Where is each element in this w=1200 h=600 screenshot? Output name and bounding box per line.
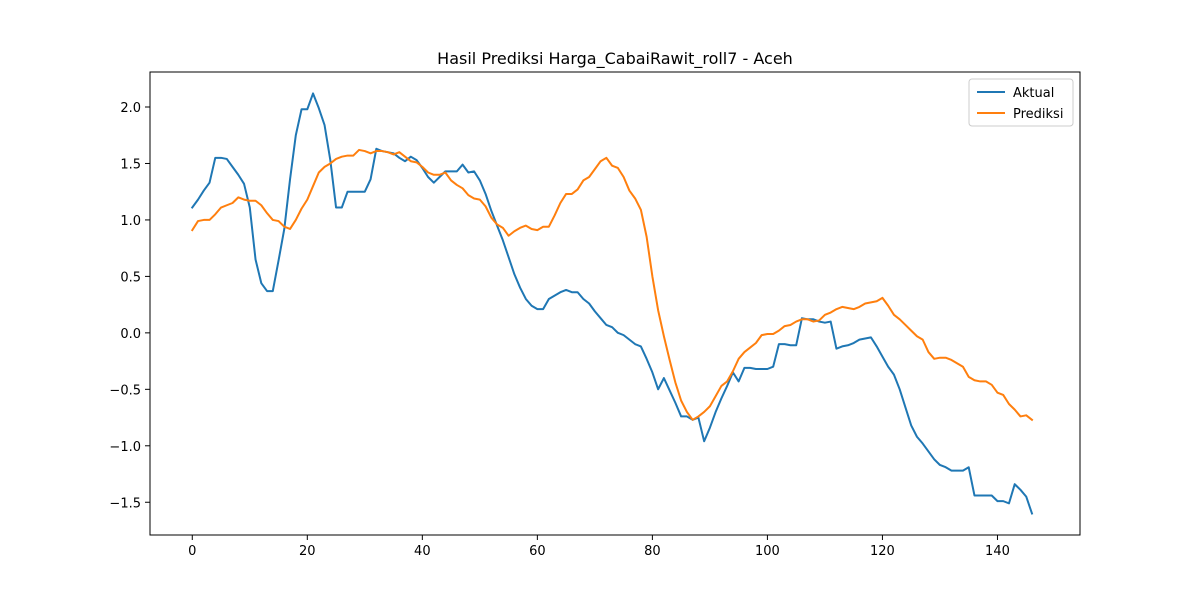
y-tick-label: 2.0	[120, 101, 141, 116]
chart-title: Hasil Prediksi Harga_CabaiRawit_roll7 - …	[437, 49, 793, 69]
x-tick-label: 80	[644, 544, 661, 559]
series-line-prediksi	[190, 148, 1034, 422]
legend-label-prediksi: Prediksi	[1013, 107, 1063, 122]
y-tick-label: −1.5	[109, 496, 141, 511]
x-tick-label: 60	[529, 544, 546, 559]
series-line-aktual	[190, 92, 1034, 515]
legend-box	[968, 78, 1074, 127]
plot-area: 0 20 40 60 80 100 120 140 −1.5 −1.0 −0.5 0.0 0.5 1.0 1…	[109, 71, 1081, 559]
x-tick-label: 100	[755, 544, 780, 559]
legend-label-aktual: Aktual	[1013, 86, 1054, 101]
y-tick-label: −1.0	[109, 440, 141, 455]
y-tick-label: 1.0	[120, 214, 141, 229]
y-tick-label: 0.5	[120, 270, 141, 285]
y-tick-label: 1.5	[120, 157, 141, 172]
x-tick-label: 120	[870, 544, 895, 559]
y-tick-label: −0.5	[109, 383, 141, 398]
x-tick-label: 20	[299, 544, 316, 559]
x-tick-label: 140	[985, 544, 1010, 559]
x-tick-label: 0	[188, 544, 196, 559]
y-tick-label: 0.0	[120, 327, 141, 342]
axes-frame	[149, 71, 1081, 536]
x-tick-label: 40	[414, 544, 431, 559]
